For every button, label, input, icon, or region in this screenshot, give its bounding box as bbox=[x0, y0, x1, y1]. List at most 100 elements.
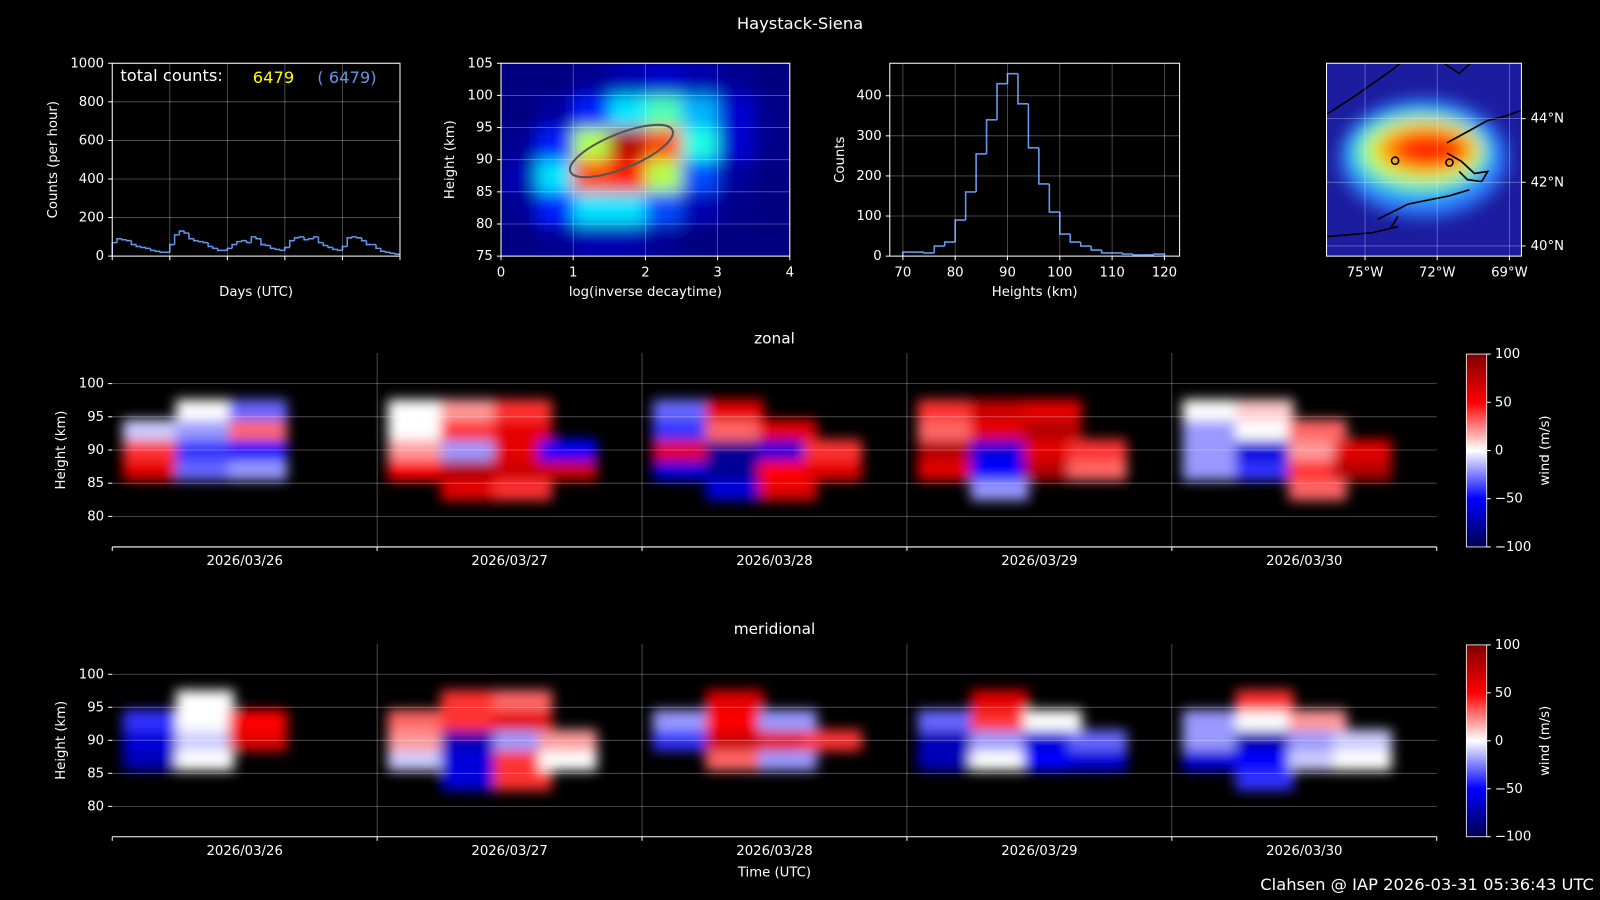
step-segment bbox=[260, 238, 266, 246]
plot-frame bbox=[111, 62, 401, 257]
heatmap-cell bbox=[681, 63, 719, 96]
heatmap-cell bbox=[537, 95, 574, 129]
colorbar-tick-label: 100 bbox=[1495, 347, 1520, 362]
heatmap-cell bbox=[645, 223, 683, 257]
x-tick-label: 2026/03/28 bbox=[736, 844, 812, 859]
wind-cell bbox=[652, 419, 711, 441]
wind-cell bbox=[970, 709, 1029, 732]
contour bbox=[568, 123, 674, 179]
wind-cells bbox=[122, 399, 1392, 501]
x-tick-label: 0 bbox=[497, 265, 505, 280]
histogram-bin bbox=[1058, 212, 1071, 235]
y-tick-label: 105 bbox=[468, 56, 493, 71]
histogram-bin bbox=[1017, 73, 1029, 105]
wind-cell bbox=[1023, 459, 1082, 481]
histogram-bin bbox=[1090, 246, 1102, 251]
step-segment bbox=[125, 239, 132, 242]
step-segment bbox=[207, 242, 213, 248]
x-tick-label: 2026/03/30 bbox=[1266, 554, 1342, 569]
step-segment bbox=[279, 249, 285, 252]
y-tick-label: 40°N bbox=[1531, 239, 1564, 254]
wind-cell bbox=[970, 749, 1029, 771]
y-tick-label: 200 bbox=[856, 169, 881, 184]
heatmap-cell bbox=[609, 159, 646, 193]
step-segment bbox=[188, 232, 194, 240]
wind-cell bbox=[538, 459, 598, 481]
step-segment bbox=[380, 248, 386, 253]
step-segment bbox=[245, 240, 252, 244]
histogram-bin bbox=[933, 245, 945, 253]
wind-cell bbox=[705, 439, 764, 461]
wind-cell bbox=[970, 729, 1029, 751]
histogram-bin bbox=[954, 219, 966, 243]
step-segment bbox=[264, 244, 271, 247]
station bbox=[1445, 158, 1454, 167]
heatmap-cell bbox=[609, 63, 646, 96]
step-segment bbox=[274, 248, 281, 251]
panel-title: meridional bbox=[734, 620, 816, 638]
wind-cell bbox=[387, 709, 447, 732]
wind-cell bbox=[1288, 459, 1347, 481]
histogram-bin bbox=[975, 153, 987, 192]
coastline bbox=[1326, 63, 1522, 238]
wind-cell bbox=[440, 399, 499, 421]
panel: 80 85 90 95 100 Height (km) zonal 2026/03/26 202… bbox=[54, 329, 1553, 569]
y-tick-label: 95 bbox=[476, 121, 493, 136]
step-segment bbox=[154, 250, 161, 253]
heatmap-cell bbox=[537, 159, 574, 193]
annotation: ( 6479) bbox=[317, 68, 376, 87]
wind-cell bbox=[387, 459, 447, 481]
step-segment bbox=[332, 247, 338, 251]
y-tick-label: 80 bbox=[87, 509, 104, 524]
y-tick-label: 400 bbox=[79, 172, 104, 187]
y-tick-label: 90 bbox=[87, 443, 104, 458]
wind-cell bbox=[440, 690, 499, 712]
wind-cell bbox=[493, 749, 552, 771]
blob bbox=[1393, 133, 1464, 167]
wind-cell bbox=[917, 439, 976, 461]
wind-cell bbox=[970, 439, 1029, 461]
wind-cell bbox=[1333, 729, 1392, 751]
wind-cell bbox=[1068, 459, 1127, 481]
heatmap-cell bbox=[645, 191, 683, 225]
step-segment bbox=[149, 248, 156, 252]
wind-cell bbox=[493, 709, 552, 732]
panel: 0 100 200 300 400 70 80 90 100 110 120 Heights (km)… bbox=[833, 62, 1181, 300]
wind-cell bbox=[1235, 459, 1294, 481]
heatmap-cell bbox=[537, 63, 574, 96]
heatmap-cell bbox=[501, 63, 538, 96]
wind-cell bbox=[758, 709, 817, 732]
wind-cell bbox=[1023, 729, 1082, 751]
y-tick-label: 90 bbox=[476, 153, 493, 168]
heatmap-cell bbox=[573, 95, 610, 129]
y-tick-label: 85 bbox=[476, 185, 493, 200]
x-tick-label: 3 bbox=[713, 265, 721, 280]
annotation: 6479 bbox=[253, 68, 295, 87]
wind-cell bbox=[1333, 439, 1392, 461]
wind-cell bbox=[493, 690, 552, 712]
histogram-bin bbox=[964, 191, 977, 221]
step-segment bbox=[173, 234, 180, 245]
heatmap-cell bbox=[753, 95, 790, 129]
marks bbox=[122, 690, 1392, 791]
wind-cell bbox=[970, 399, 1029, 421]
step-segment bbox=[298, 236, 305, 238]
figure-title: Haystack-Siena bbox=[737, 14, 863, 33]
marks bbox=[122, 399, 1392, 501]
wind-cell bbox=[652, 439, 711, 461]
histogram-bin bbox=[985, 118, 998, 154]
wind-cell bbox=[1182, 459, 1241, 481]
wind-cell bbox=[803, 729, 862, 751]
heatmap-cell bbox=[681, 127, 719, 161]
heatmap-cell bbox=[501, 159, 538, 193]
x-tick-label: 90 bbox=[999, 265, 1016, 280]
histogram-bin bbox=[1132, 254, 1144, 256]
wind-cell bbox=[1023, 419, 1082, 441]
wind-cell bbox=[1333, 749, 1392, 771]
wind-cell bbox=[440, 749, 499, 771]
wind-cell bbox=[758, 439, 817, 461]
wind-cell bbox=[758, 729, 817, 751]
x-tick-label: 70 bbox=[894, 265, 911, 280]
wind-cell bbox=[1023, 749, 1082, 771]
